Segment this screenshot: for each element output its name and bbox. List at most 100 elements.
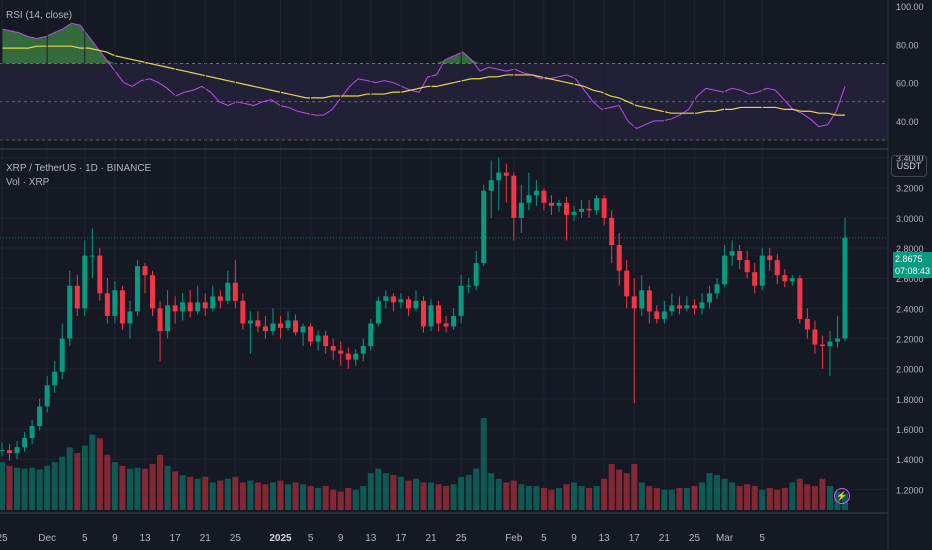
volume-bar — [653, 487, 660, 510]
volume-bar — [397, 476, 404, 510]
x-tick-label: 5 — [541, 533, 547, 544]
volume-bar — [706, 473, 713, 510]
volume-bar — [435, 484, 442, 510]
volume-bar — [285, 484, 292, 510]
volume-bar — [691, 486, 698, 510]
candle-body — [421, 300, 426, 327]
candle-body — [609, 217, 615, 246]
rsi-title: RSI (14, close) — [6, 10, 73, 21]
x-tick-label: 5 — [308, 533, 314, 544]
volume-bar — [811, 486, 818, 510]
volume-bar — [766, 487, 773, 510]
candle-body — [157, 308, 163, 331]
volume-bar — [277, 480, 284, 510]
candle-body — [0, 450, 5, 452]
volume-bar — [36, 469, 43, 510]
candle-body — [405, 299, 411, 309]
candle-body — [827, 341, 833, 347]
volume-bar — [111, 462, 118, 510]
x-tick-label: 17 — [629, 533, 641, 544]
candle-body — [104, 293, 110, 316]
volume-bar — [646, 486, 653, 510]
x-tick-label: 25 — [230, 533, 242, 544]
candle-body — [300, 326, 306, 333]
volume-bar — [300, 484, 307, 510]
candle-body — [308, 326, 314, 342]
volume-bar — [631, 464, 638, 510]
x-tick-label: 5 — [759, 533, 765, 544]
volume-bar — [307, 486, 314, 510]
volume-bar — [119, 465, 126, 510]
candle-body — [29, 426, 35, 439]
candle-body — [255, 320, 261, 327]
volume-bar — [262, 484, 269, 510]
candle-body — [74, 285, 80, 309]
price-tick-label: 2.2000 — [896, 335, 924, 345]
candle-body — [44, 385, 50, 407]
volume-bar — [202, 476, 209, 510]
panel-divider — [0, 512, 888, 514]
volume-bar — [209, 482, 216, 510]
rsi-panel — [0, 22, 888, 141]
volume-bar — [443, 486, 450, 510]
volume-bar — [721, 478, 728, 510]
candle-body — [262, 326, 268, 331]
x-tick-label: 9 — [571, 533, 577, 544]
volume-bar — [21, 468, 28, 510]
volume-bar — [781, 487, 788, 510]
volume-bar — [744, 484, 751, 510]
volume-title: Vol · XRP — [6, 177, 50, 188]
candle-body — [127, 311, 133, 324]
volume-bar — [172, 471, 179, 510]
price-tick-label: 2.8000 — [896, 244, 924, 254]
volume-bar — [149, 464, 156, 510]
last-price-tag: 2.8675 07:08:43 — [893, 252, 932, 278]
x-tick-label: 25 — [689, 533, 701, 544]
price-tick-label: 2.0000 — [896, 365, 924, 375]
volume-bar — [601, 478, 608, 510]
volume-bar — [480, 418, 487, 510]
rsi-overbought-fill — [2, 23, 845, 64]
volume-bar — [571, 482, 578, 510]
price-panel — [0, 157, 888, 461]
price-tick-label: 1.6000 — [896, 425, 924, 435]
currency-button[interactable]: USDT — [891, 155, 927, 177]
candle-body — [134, 266, 140, 312]
volume-bar — [819, 478, 826, 510]
volume-bar — [586, 487, 593, 510]
candle-body — [315, 335, 321, 342]
volume-bar — [44, 465, 51, 510]
candle-body — [556, 202, 562, 206]
candle-body — [812, 329, 818, 345]
volume-bar — [134, 467, 141, 510]
candle-body — [699, 302, 705, 309]
volume-bar — [239, 482, 246, 510]
candle-body — [82, 255, 88, 309]
volume-bar — [179, 475, 186, 510]
volume-bar — [729, 482, 736, 510]
candle-body — [398, 299, 404, 303]
candle-body — [714, 284, 720, 294]
candle-body — [691, 305, 697, 309]
candle-body — [616, 245, 622, 271]
volume-bar — [555, 487, 562, 510]
x-tick-label: Mar — [716, 533, 734, 544]
candle-body — [52, 371, 58, 386]
candle-body — [533, 190, 539, 196]
lightning-icon[interactable]: ⚡ — [834, 488, 850, 504]
rsi-line — [1, 22, 846, 130]
candle-body — [165, 305, 171, 331]
x-tick-label: 9 — [112, 533, 118, 544]
candle-body — [390, 296, 396, 303]
volume-bar — [450, 484, 457, 510]
x-tick-label: 25 — [0, 533, 8, 544]
volume-bar — [217, 480, 224, 510]
candle-body — [564, 202, 570, 215]
volume-bar — [104, 454, 111, 510]
volume-bar — [187, 476, 194, 510]
candle-body — [594, 198, 600, 211]
candle-body — [661, 311, 667, 319]
candle-body — [240, 300, 246, 324]
candle-body — [247, 320, 253, 324]
x-axis: 25 Dec 5 9 13 17 21 25 2025 5 9 13 17 21 25 Feb 5 9 13 17 21… — [0, 533, 765, 544]
